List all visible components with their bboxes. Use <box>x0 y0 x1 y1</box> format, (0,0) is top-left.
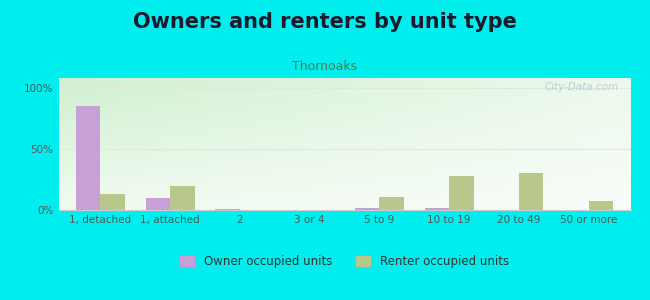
Bar <box>355 208 380 210</box>
Bar <box>449 176 474 210</box>
Text: City-Data.com: City-Data.com <box>545 82 619 92</box>
Bar <box>215 209 240 210</box>
Bar <box>76 106 100 210</box>
Bar <box>424 208 449 210</box>
Text: Owners and renters by unit type: Owners and renters by unit type <box>133 12 517 32</box>
Bar <box>380 196 404 210</box>
Text: Thornoaks: Thornoaks <box>292 60 358 73</box>
Bar <box>100 194 125 210</box>
Bar <box>146 198 170 210</box>
Legend: Owner occupied units, Renter occupied units: Owner occupied units, Renter occupied un… <box>176 250 514 273</box>
Bar <box>170 186 194 210</box>
Bar <box>589 201 613 210</box>
Bar <box>519 173 543 210</box>
